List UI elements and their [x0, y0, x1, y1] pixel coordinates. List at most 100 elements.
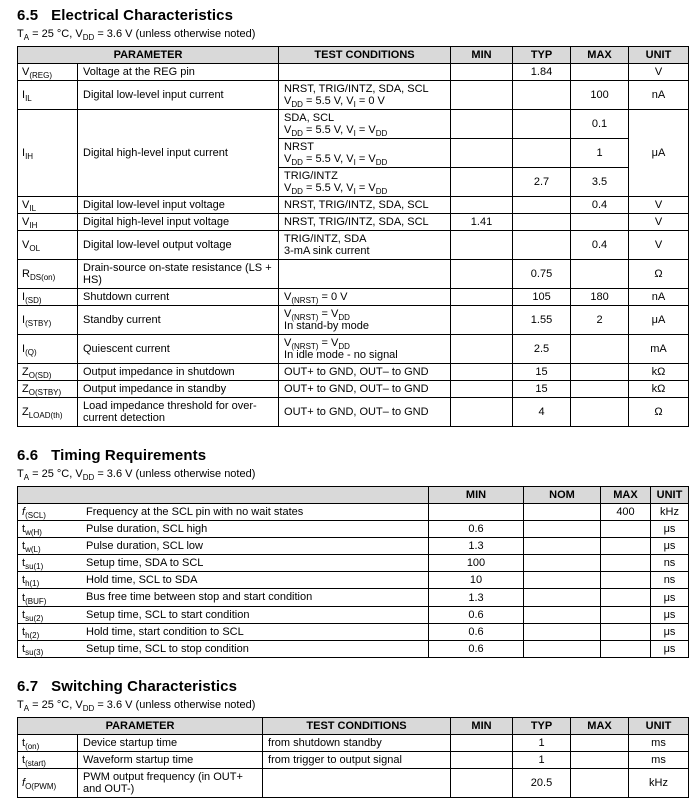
- typ-cell: 2.5: [512, 334, 572, 364]
- description-cell: Digital low-level output voltage: [76, 230, 280, 260]
- table-row: ZO(SD) Output impedance in shutdown OUT+…: [17, 363, 690, 381]
- symbol: f(SCL): [22, 506, 46, 521]
- typ-cell: [512, 196, 572, 214]
- description: Setup time, SDA to SCL: [86, 557, 204, 570]
- conditions-cell: [262, 767, 452, 798]
- conditions-cell: TRIG/INTZ, SDA 3-mA sink current: [278, 230, 452, 260]
- conditions-cell: OUT+ to GND, OUT– to GND: [278, 363, 452, 381]
- unit-cell: mA: [628, 334, 690, 364]
- col-header-parameter: PARAMETER: [16, 46, 280, 64]
- table-row: t(start) Waveform startup time from trig…: [17, 750, 690, 769]
- description-cell: Digital high-level input current: [76, 109, 280, 197]
- table-row: VIL Digital low-level input voltage NRST…: [17, 196, 690, 214]
- unit-cell: V: [628, 230, 690, 260]
- max-cell: [570, 213, 630, 231]
- nom-cell: [523, 554, 601, 573]
- unit-cell: ms: [628, 733, 690, 752]
- conditions-cell: V(NRST) = VDD In stand-by mode: [278, 305, 452, 335]
- max-cell: [600, 588, 651, 607]
- parameter-cell: tw(H) Pulse duration, SCL high: [17, 520, 429, 539]
- symbol: tw(H): [22, 523, 42, 538]
- typ-cell: 0.75: [512, 259, 572, 289]
- symbol-cell: I(Q): [17, 334, 78, 364]
- table-header-row: MIN NOM MAX UNIT: [17, 486, 689, 504]
- table-row: t(BUF) Bus free time between stop and sta…: [17, 588, 689, 607]
- unit-cell: μs: [650, 520, 689, 539]
- min-cell: [450, 363, 514, 381]
- min-cell: [450, 259, 514, 289]
- nom-cell: [523, 588, 601, 607]
- conditions-cell: V(NRST) = 0 V: [278, 288, 452, 306]
- col-header-nom: NOM: [523, 486, 601, 504]
- max-cell: [570, 63, 630, 81]
- max-cell: [570, 397, 630, 427]
- col-header-unit: UNIT: [628, 46, 690, 64]
- symbol: th(1): [22, 574, 40, 589]
- typ-cell: [512, 213, 572, 231]
- nom-cell: [523, 502, 601, 522]
- table-row: TRIG/INTZ VDD = 5.5 V, VI = VDD 2.7 3.5: [18, 167, 689, 197]
- min-cell: 1.3: [428, 537, 524, 556]
- typ-cell: 1.84: [512, 63, 572, 81]
- symbol-cell: t(start): [17, 750, 78, 769]
- min-cell: [450, 288, 514, 306]
- typ-cell: 15: [512, 380, 572, 398]
- symbol-cell: RDS(on): [17, 259, 78, 289]
- col-header-typ: TYP: [512, 46, 572, 64]
- description-cell: Digital low-level input voltage: [76, 196, 280, 214]
- max-cell: 0.4: [570, 196, 630, 214]
- min-cell: [428, 502, 524, 522]
- parameter-cell: th(1) Hold time, SCL to SDA: [17, 571, 429, 590]
- min-cell: 0.6: [428, 520, 524, 539]
- typ-cell: [512, 80, 572, 110]
- typ-cell: 1.55: [512, 305, 572, 335]
- table-row: fO(PWM) PWM output frequency (in OUT+ an…: [17, 767, 690, 798]
- typ-cell: [512, 230, 572, 260]
- max-cell: [570, 363, 630, 381]
- table-row: tw(H) Pulse duration, SCL high 0.6 μs: [17, 520, 689, 539]
- symbol-cell: I(SD): [17, 288, 78, 306]
- max-cell: [600, 622, 651, 641]
- section-6-7-conditions: TA = 25 °C, VDD = 3.6 V (unless otherwis…: [17, 698, 256, 714]
- unit-cell: V: [628, 63, 690, 81]
- conditions-cell: V(NRST) = VDD In idle mode - no signal: [278, 334, 452, 364]
- symbol: tsu(3): [22, 642, 44, 658]
- description-cell: Shutdown current: [76, 288, 280, 306]
- description: Setup time, SCL to stop condition: [86, 642, 249, 655]
- max-cell: 2: [570, 305, 630, 335]
- min-cell: [450, 397, 514, 427]
- unit-cell: nA: [628, 80, 690, 110]
- min-cell: [450, 80, 514, 110]
- max-cell: 0.1: [570, 109, 630, 139]
- max-cell: 180: [570, 288, 630, 306]
- symbol-cell: IIL: [17, 80, 78, 110]
- section-title: Switching Characteristics: [51, 677, 238, 695]
- max-cell: [600, 605, 651, 624]
- timing-requirements-table: MIN NOM MAX UNIT f(SCL) Frequency at the …: [17, 486, 689, 658]
- unit-cell: kHz: [628, 767, 690, 798]
- max-cell: [570, 334, 630, 364]
- symbol-cell: ZO(SD): [17, 363, 78, 381]
- nom-cell: [523, 520, 601, 539]
- min-cell: 100: [428, 554, 524, 573]
- section-6-6-heading: 6.6 Timing Requirements: [17, 447, 688, 464]
- description-cell: Load impedance threshold for over-curren…: [76, 397, 280, 427]
- symbol-cell: VIL: [17, 196, 78, 214]
- parameter-cell: tsu(2) Setup time, SCL to start condition: [17, 605, 429, 624]
- conditions-cell: [278, 63, 452, 81]
- symbol: th(2): [22, 625, 40, 640]
- conditions-cell: OUT+ to GND, OUT– to GND: [278, 397, 452, 427]
- parameter-cell: tw(L) Pulse duration, SCL low: [17, 537, 429, 556]
- col-header-unit: UNIT: [650, 486, 689, 504]
- unit-cell: μs: [650, 537, 689, 556]
- typ-cell: 2.7: [512, 167, 572, 197]
- max-cell: [600, 554, 651, 573]
- unit-cell: ms: [628, 750, 690, 769]
- typ-cell: 105: [512, 288, 572, 306]
- description-cell: Standby current: [76, 305, 280, 335]
- description: Hold time, SCL to SDA: [86, 574, 198, 587]
- unit-cell: nA: [628, 288, 690, 306]
- description-cell: Output impedance in standby: [76, 380, 280, 398]
- symbol-cell: t(on): [17, 733, 78, 752]
- col-header-test-conditions: TEST CONDITIONS: [262, 716, 452, 735]
